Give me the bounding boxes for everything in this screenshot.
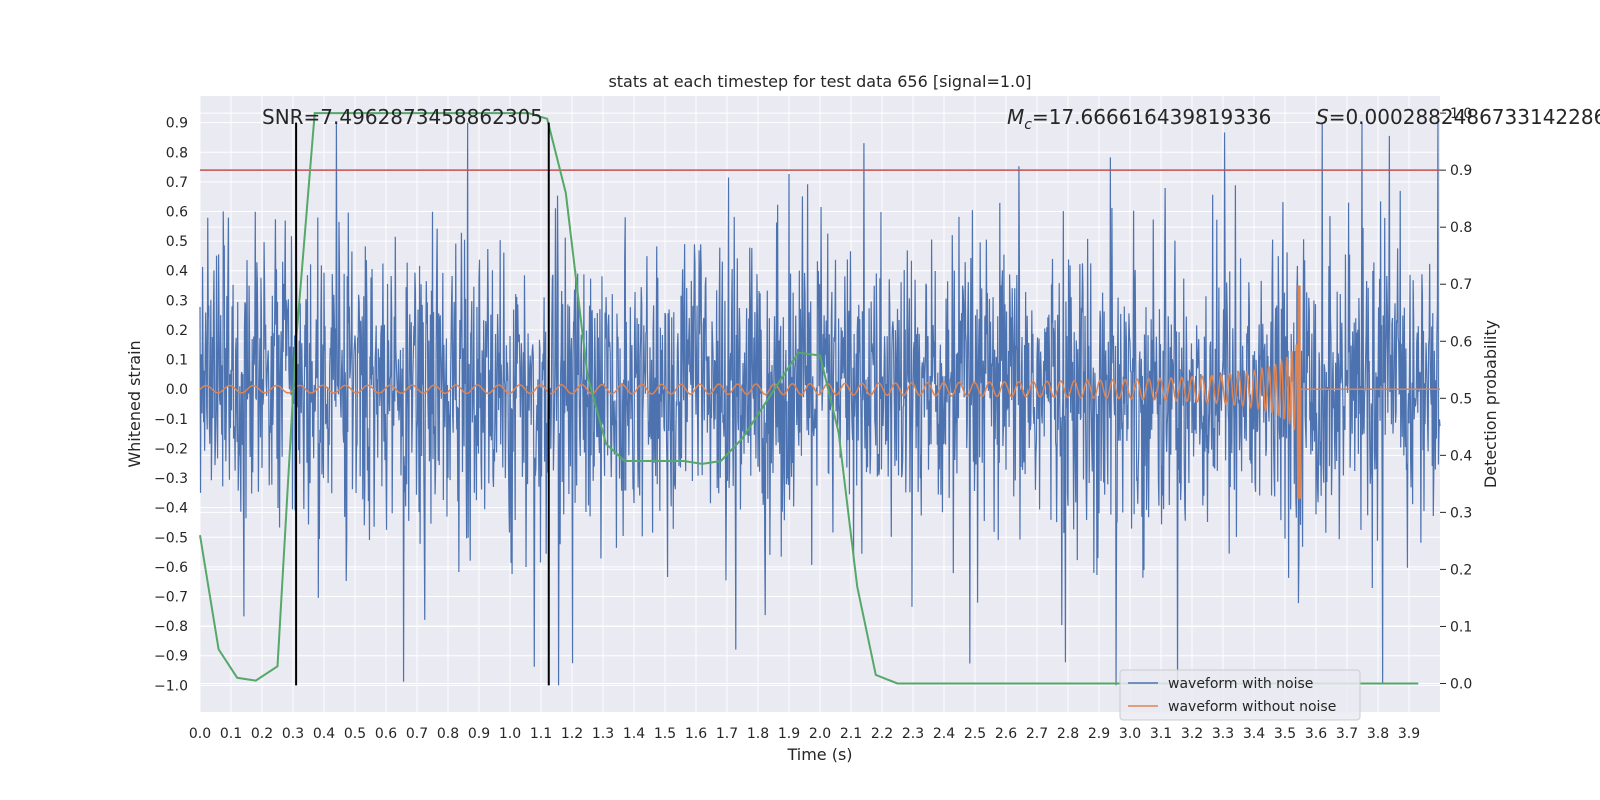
- mc-symbol: M: [1007, 105, 1024, 129]
- y2-tick-label: 0.9: [1450, 163, 1472, 179]
- x-tick-label: 0.7: [406, 726, 428, 742]
- x-tick-label: 3.2: [1181, 726, 1203, 742]
- x-tick-label: 2.0: [809, 726, 831, 742]
- x-tick-label: 3.1: [1150, 726, 1172, 742]
- x-tick-label: 0.6: [375, 726, 397, 742]
- x-tick-labels: 0.0 0.1 0.2 0.3 0.4 0.5 0.6 0.7 0.8 0.9 1.0 1.1 1.2 1…: [189, 726, 1420, 742]
- x-tick-label: 1.5: [654, 726, 676, 742]
- detection-probability-line: [199, 112, 1419, 685]
- mc-subscript: c: [1024, 117, 1032, 133]
- x-tick-label: 3.3: [1212, 726, 1234, 742]
- s-annotation: S=0.00028824867331422865: [1316, 105, 1600, 129]
- x-tick-label: 1.6: [685, 726, 707, 742]
- y-tick-label: −0.3: [154, 471, 188, 487]
- legend-box: [1119, 669, 1361, 721]
- y-axis-label: Whitened strain: [125, 340, 144, 467]
- x-tick-label: 3.0: [1119, 726, 1141, 742]
- x-tick-label: 2.9: [1088, 726, 1110, 742]
- x-tick-label: 0.8: [437, 726, 459, 742]
- y2-tick-label: 0.3: [1450, 505, 1472, 521]
- y-tick-label: 0.9: [166, 116, 188, 132]
- y-tick-label: 0.6: [166, 205, 188, 221]
- x-tick-label: 1.8: [747, 726, 769, 742]
- mc-value: =17.666616439819336: [1032, 105, 1271, 129]
- x-tick-label: 1.4: [623, 726, 645, 742]
- x-tick-label: 0.5: [344, 726, 366, 742]
- y2-tick-label: 0.1: [1450, 619, 1472, 635]
- y-tick-label: −0.1: [154, 412, 188, 428]
- y-tick-label: −0.6: [154, 560, 188, 576]
- y-tick-label: −0.9: [154, 649, 188, 665]
- y-tick-label: 0.0: [166, 382, 188, 398]
- y-tick-label: 0.2: [166, 323, 188, 339]
- x-tick-label: 0.0: [189, 726, 211, 742]
- x-tick-label: 2.2: [871, 726, 893, 742]
- x-tick-label: 1.3: [592, 726, 614, 742]
- y2-axis-label: Detection probability: [1481, 320, 1500, 488]
- y-tick-label: 0.3: [166, 293, 188, 309]
- y-tick-label: 0.5: [166, 234, 188, 250]
- x-tick-label: 0.2: [251, 726, 273, 742]
- x-tick-label: 2.5: [964, 726, 986, 742]
- y2-tick-label: 0.0: [1450, 676, 1472, 692]
- mc-annotation: Mc=17.666616439819336: [1007, 105, 1271, 133]
- x-tick-label: 3.6: [1305, 726, 1327, 742]
- y2-tick-label: 0.2: [1450, 562, 1472, 578]
- x-tick-label: 3.4: [1243, 726, 1265, 742]
- y-tick-label: −1.0: [154, 678, 188, 694]
- x-tick-label: 2.1: [840, 726, 862, 742]
- x-tick-label: 1.0: [499, 726, 521, 742]
- y-tick-label: −0.5: [154, 530, 188, 546]
- y-tick-labels: 0.9 0.8 0.7 0.6 0.5 0.4 0.3 0.2 0.1 0.0 −0.1 −0.2 −0…: [154, 116, 188, 695]
- x-tick-label: 2.4: [933, 726, 955, 742]
- x-tick-label: 1.7: [716, 726, 738, 742]
- y-tick-label: −0.7: [154, 590, 188, 606]
- y2-tick-label: 1.0: [1450, 106, 1472, 122]
- x-tick-label: 1.2: [561, 726, 583, 742]
- x-tick-label: 2.6: [995, 726, 1017, 742]
- y2-tick-label: 0.6: [1450, 334, 1472, 350]
- clean-waveform-line: [199, 285, 1440, 499]
- y-tick-label: −0.4: [154, 501, 188, 517]
- legend-label-clean: waveform without noise: [1168, 699, 1336, 715]
- y2-tick-label: 0.7: [1450, 277, 1472, 293]
- detection-probability-series: [199, 112, 1419, 685]
- y2-tick-label: 0.5: [1450, 391, 1472, 407]
- x-axis-label: Time (s): [786, 745, 852, 764]
- x-tick-label: 3.7: [1336, 726, 1358, 742]
- y-tick-label: 0.1: [166, 353, 188, 369]
- s-value: =0.00028824867331422865: [1329, 105, 1600, 129]
- x-tick-label: 3.9: [1398, 726, 1420, 742]
- x-tick-label: 1.9: [778, 726, 800, 742]
- x-tick-label: 0.9: [468, 726, 490, 742]
- x-tick-label: 0.3: [282, 726, 304, 742]
- y-tick-label: −0.8: [154, 619, 188, 635]
- clean-waveform-series: [199, 285, 1440, 499]
- x-tick-label: 3.8: [1367, 726, 1389, 742]
- y-tick-label: 0.4: [166, 264, 188, 280]
- x-tick-label: 2.7: [1026, 726, 1048, 742]
- x-tick-label: 3.5: [1274, 726, 1296, 742]
- chart-title: stats at each timestep for test data 656…: [608, 72, 1031, 91]
- y2-tick-labels: 1.0 0.9 0.8 0.7 0.6 0.5 0.4 0.3 0.2 0.1 0.0: [1440, 106, 1472, 692]
- x-tick-label: 0.1: [220, 726, 242, 742]
- boundary-vlines: [295, 122, 550, 686]
- legend: waveform with noise waveform without noi…: [1119, 669, 1361, 721]
- y-tick-label: 0.8: [166, 145, 188, 161]
- y2-tick-label: 0.8: [1450, 220, 1472, 236]
- y-tick-label: −0.2: [154, 441, 188, 457]
- snr-annotation: SNR=7.4962873458862305: [262, 105, 543, 129]
- x-tick-label: 0.4: [313, 726, 335, 742]
- s-symbol: S: [1316, 105, 1329, 129]
- legend-label-noisy: waveform with noise: [1168, 676, 1313, 692]
- x-tick-label: 2.3: [902, 726, 924, 742]
- x-tick-label: 2.8: [1057, 726, 1079, 742]
- x-tick-label: 1.1: [530, 726, 552, 742]
- y2-tick-label: 0.4: [1450, 448, 1472, 464]
- y-tick-label: 0.7: [166, 175, 188, 191]
